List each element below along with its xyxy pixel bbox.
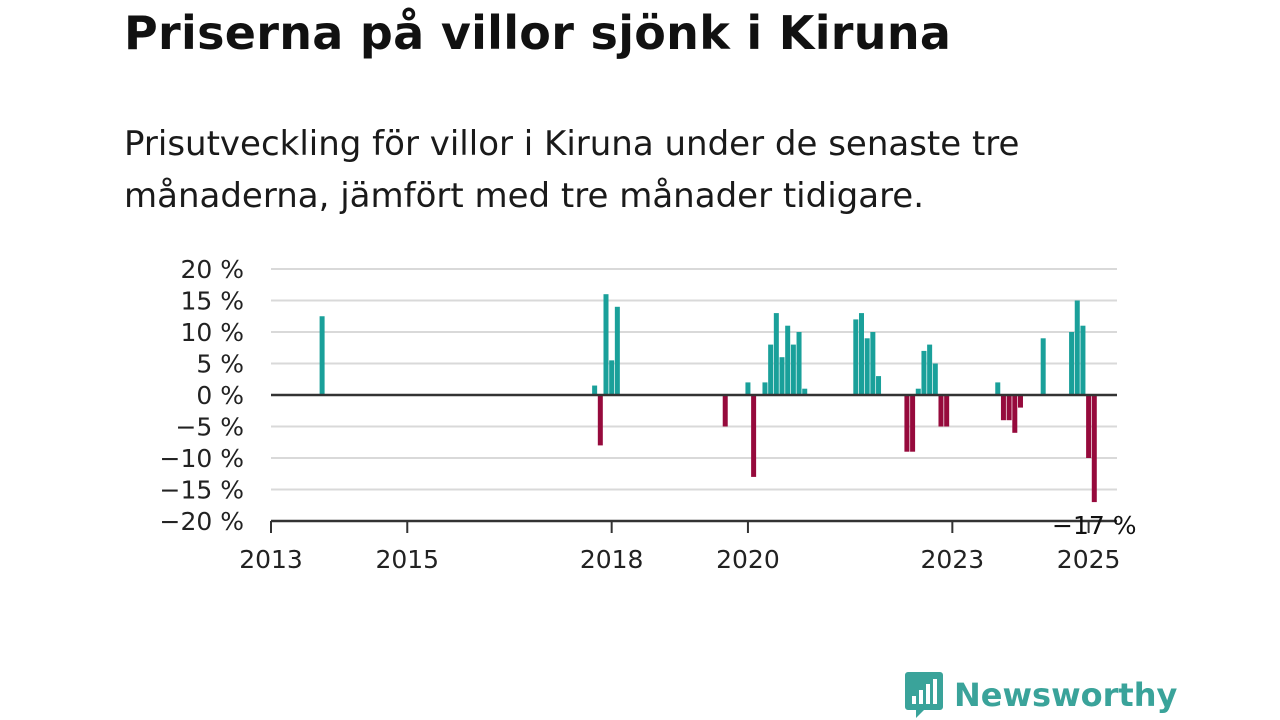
bar bbox=[870, 332, 876, 395]
bar bbox=[1069, 332, 1075, 395]
bar bbox=[927, 344, 933, 395]
x-tick-label: 2015 bbox=[375, 545, 439, 574]
bar bbox=[796, 332, 802, 395]
bar bbox=[932, 363, 938, 395]
y-tick-label: −5 % bbox=[175, 413, 244, 442]
bar bbox=[1000, 395, 1006, 421]
bar bbox=[773, 313, 779, 395]
x-tick-label: 2020 bbox=[716, 545, 780, 574]
bar bbox=[1091, 395, 1097, 503]
axes bbox=[270, 393, 1117, 533]
y-tick-label: 10 % bbox=[180, 318, 244, 347]
bar bbox=[1040, 338, 1046, 395]
y-tick-label: 5 % bbox=[196, 350, 244, 379]
bar bbox=[904, 395, 910, 452]
bar bbox=[938, 395, 944, 427]
bar bbox=[745, 382, 751, 395]
brand-name: Newsworthy bbox=[954, 676, 1178, 714]
bar bbox=[1012, 395, 1018, 433]
bar bbox=[864, 338, 870, 395]
chart-subtitle: Prisutveckling för villor i Kiruna under… bbox=[124, 124, 1020, 216]
x-tick-label: 2018 bbox=[580, 545, 644, 574]
bar bbox=[944, 395, 950, 427]
newsworthy-chart-bubble-icon bbox=[905, 672, 943, 718]
bar bbox=[858, 313, 864, 395]
y-axis-labels: 20 % 15 %10 % 5 %0 % −5 %−10 % −15 %−20 % bbox=[160, 255, 244, 536]
bar bbox=[785, 325, 791, 395]
bar bbox=[910, 395, 916, 452]
bar bbox=[802, 388, 808, 395]
newsworthy-logo: Newsworthy bbox=[904, 670, 1177, 720]
bar bbox=[768, 344, 774, 395]
bar bbox=[751, 395, 757, 477]
x-tick-label: 2025 bbox=[1057, 545, 1121, 574]
bar bbox=[592, 385, 598, 395]
bar bbox=[1074, 300, 1080, 395]
bar bbox=[1017, 395, 1023, 408]
y-tick-label: −20 % bbox=[160, 507, 244, 536]
bar bbox=[614, 306, 620, 395]
bar bbox=[1080, 325, 1086, 395]
bar bbox=[790, 344, 796, 395]
last-value-label: −17 % bbox=[1052, 511, 1136, 540]
bar bbox=[603, 294, 609, 395]
y-tick-label: 15 % bbox=[180, 287, 244, 316]
bar bbox=[876, 376, 882, 395]
bar bbox=[609, 360, 615, 395]
bar bbox=[762, 382, 768, 395]
price-change-chart: 20 % 15 %10 % 5 %0 % −5 %−10 % −15 %−20 % 20… bbox=[160, 255, 1137, 574]
y-tick-label: 0 % bbox=[196, 381, 244, 410]
x-tick-label: 2023 bbox=[921, 545, 985, 574]
bar bbox=[921, 350, 927, 395]
bar bbox=[597, 395, 603, 446]
grid-lines bbox=[271, 268, 1117, 491]
x-tick-label: 2013 bbox=[239, 545, 303, 574]
chart-title: Priserna på villor sjönk i Kiruna bbox=[124, 6, 952, 60]
bar bbox=[853, 319, 859, 395]
y-tick-label: 20 % bbox=[180, 255, 244, 284]
bars bbox=[319, 294, 1097, 503]
bar bbox=[722, 395, 728, 427]
bar bbox=[779, 357, 785, 395]
bar bbox=[1006, 395, 1012, 421]
y-tick-label: −10 % bbox=[160, 444, 244, 473]
y-tick-label: −15 % bbox=[160, 476, 244, 505]
bar bbox=[995, 382, 1001, 395]
bar bbox=[915, 388, 921, 395]
bar bbox=[319, 316, 325, 395]
bar bbox=[1086, 395, 1092, 458]
x-axis-labels: 2013 2015 2018 2020 2023 2025 bbox=[239, 545, 1120, 574]
